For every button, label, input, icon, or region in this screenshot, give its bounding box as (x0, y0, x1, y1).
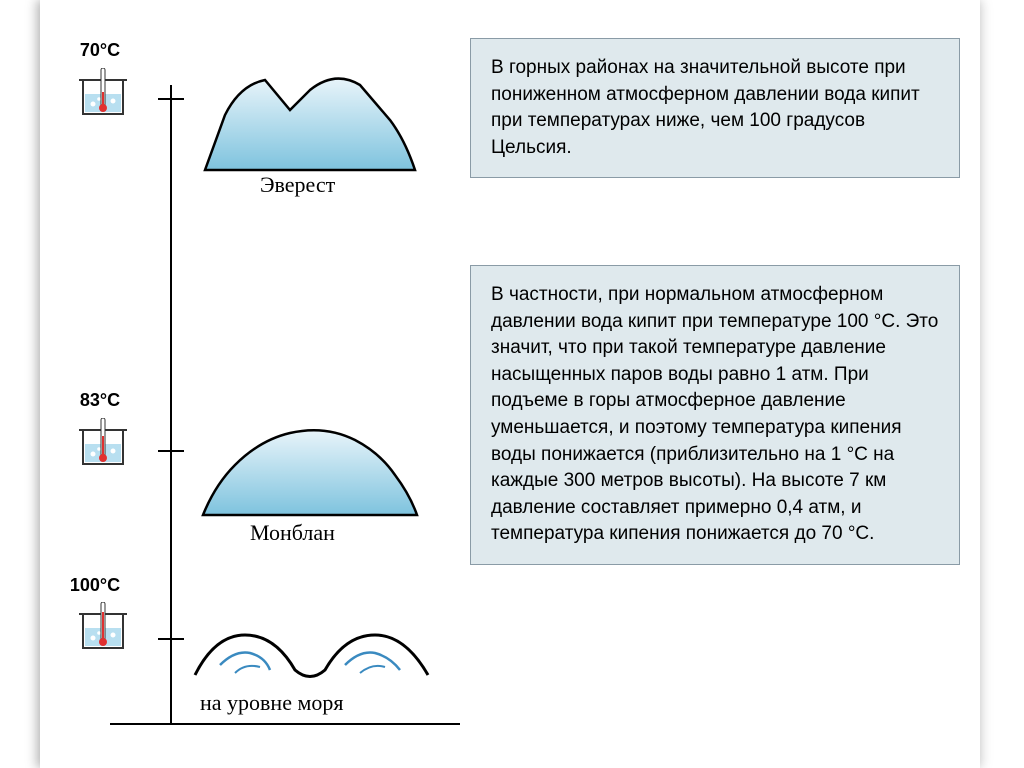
tick-montblanc (158, 450, 184, 452)
label-everest: Эверест (260, 172, 335, 198)
axis-horizontal (110, 723, 460, 725)
temp-sea: 100°C (65, 575, 125, 596)
temp-montblanc: 83°C (70, 390, 130, 411)
label-sea: на уровне моря (200, 690, 344, 716)
beaker-everest (75, 68, 131, 118)
montblanc-shape (195, 415, 425, 520)
info-box-1: В горных районах на значительной высоте … (470, 38, 960, 178)
beaker-icon (75, 418, 131, 468)
info-box-2: В частности, при нормальном атмосферном … (470, 265, 960, 565)
beaker-sea (75, 602, 131, 652)
temp-everest: 70°C (70, 40, 130, 61)
everest-shape (195, 65, 425, 175)
altitude-diagram: 70°C Эверест 83°C (50, 20, 440, 750)
axis-vertical (170, 85, 172, 725)
beaker-icon (75, 602, 131, 652)
beaker-icon (75, 68, 131, 118)
tick-everest (158, 98, 184, 100)
label-montblanc: Монблан (250, 520, 335, 546)
beaker-montblanc (75, 418, 131, 468)
sea-shape (190, 615, 435, 685)
tick-sea (158, 638, 184, 640)
